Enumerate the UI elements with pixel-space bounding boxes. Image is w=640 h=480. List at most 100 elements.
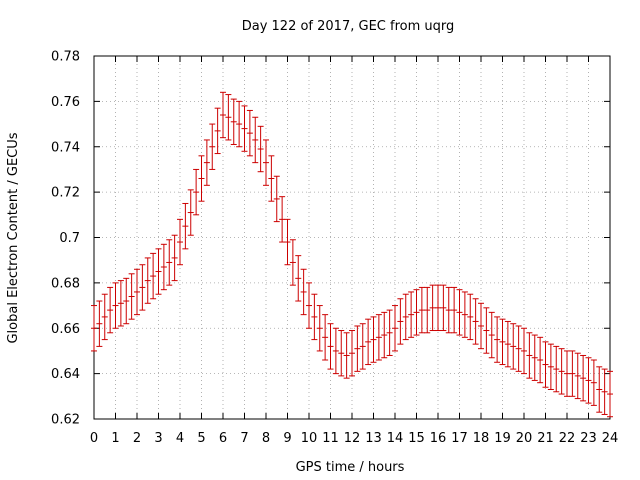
data-point	[451, 286, 458, 334]
x-tick-label: 16	[430, 431, 447, 446]
y-tick-label: 0.74	[51, 140, 80, 155]
data-point	[300, 268, 307, 316]
data-point	[472, 298, 479, 345]
data-point	[155, 248, 162, 295]
data-point	[327, 323, 334, 370]
data-point	[279, 196, 286, 243]
data-point	[332, 327, 339, 375]
data-point	[504, 320, 511, 368]
y-tick-label: 0.62	[51, 413, 80, 428]
data-point	[574, 352, 581, 400]
data-point	[553, 345, 560, 393]
data-point	[343, 332, 350, 379]
data-point	[209, 123, 216, 170]
data-point	[429, 284, 436, 332]
data-point	[392, 305, 398, 352]
x-tick-label: 2	[133, 431, 141, 446]
data-point	[171, 234, 178, 282]
data-point	[542, 341, 549, 388]
y-tick-label: 0.68	[51, 276, 80, 291]
data-point	[467, 293, 474, 341]
data-point	[349, 330, 355, 377]
data-point	[547, 343, 554, 391]
data-point	[564, 350, 570, 397]
data-point	[488, 311, 495, 359]
x-tick-label: 6	[219, 431, 227, 446]
data-point	[359, 323, 366, 370]
x-tick-label: 18	[473, 431, 490, 446]
data-point	[187, 189, 194, 236]
data-point	[284, 218, 291, 266]
data-point	[316, 305, 323, 352]
data-point	[112, 282, 119, 329]
x-tick-label: 13	[365, 431, 382, 446]
x-tick-label: 14	[387, 431, 404, 446]
data-point	[123, 277, 130, 325]
data-point	[241, 105, 248, 152]
data-point	[230, 98, 237, 145]
x-tick-label: 9	[283, 431, 291, 446]
data-point	[435, 284, 441, 332]
axis-ticks: 0 1 2 3 4 5 6 7 8 9 10 11 12 13 14 15 16 17 18 19 20 21 22 23 24…	[51, 50, 618, 447]
data-point	[150, 252, 157, 300]
data-point	[440, 284, 447, 332]
x-tick-label: 1	[111, 431, 119, 446]
x-tick-label: 4	[176, 431, 184, 446]
data-point	[306, 282, 312, 329]
data-point	[590, 359, 597, 406]
data-point	[177, 218, 183, 266]
data-point	[246, 109, 253, 157]
data-point	[375, 314, 382, 361]
x-tick-label: 17	[451, 431, 468, 446]
data-point	[558, 348, 565, 395]
data-point	[515, 325, 522, 372]
data-point	[354, 325, 361, 372]
data-point	[445, 286, 452, 334]
x-tick-label: 10	[301, 431, 318, 446]
data-point	[273, 175, 280, 223]
data-point	[601, 368, 608, 415]
x-tick-label: 19	[494, 431, 511, 446]
y-tick-label: 0.76	[51, 95, 80, 110]
x-axis-label: GPS time / hours	[296, 460, 405, 475]
data-point	[182, 202, 189, 250]
data-point	[193, 168, 200, 216]
data-point	[531, 334, 538, 381]
data-point	[160, 243, 167, 291]
data-point	[402, 293, 409, 341]
data-point	[311, 293, 318, 341]
data-point	[236, 100, 243, 148]
data-point	[397, 298, 404, 345]
data-point	[526, 332, 533, 379]
x-tick-label: 12	[344, 431, 361, 446]
data-point	[510, 323, 517, 370]
data-point	[424, 286, 431, 334]
data-point	[220, 91, 226, 139]
x-tick-label: 21	[537, 431, 554, 446]
x-tick-label: 22	[559, 431, 576, 446]
data-point	[456, 289, 463, 336]
data-point	[198, 155, 205, 202]
data-point	[607, 370, 613, 418]
data-point	[214, 107, 221, 155]
data-point	[257, 125, 264, 173]
y-tick-label: 0.66	[51, 322, 80, 337]
data-point	[521, 327, 527, 375]
x-tick-label: 7	[240, 431, 248, 446]
x-tick-label: 3	[154, 431, 162, 446]
data-point	[408, 291, 415, 338]
data-series	[91, 91, 613, 418]
data-point	[107, 286, 114, 334]
data-point	[96, 300, 103, 347]
y-tick-label: 0.7	[59, 231, 80, 246]
x-tick-label: 11	[322, 431, 339, 446]
data-point	[418, 286, 425, 334]
data-point	[483, 307, 490, 354]
data-point	[139, 264, 146, 311]
data-point	[134, 268, 140, 316]
data-point	[263, 139, 269, 186]
data-point	[585, 357, 592, 404]
data-point	[295, 255, 302, 302]
data-point	[289, 239, 296, 286]
